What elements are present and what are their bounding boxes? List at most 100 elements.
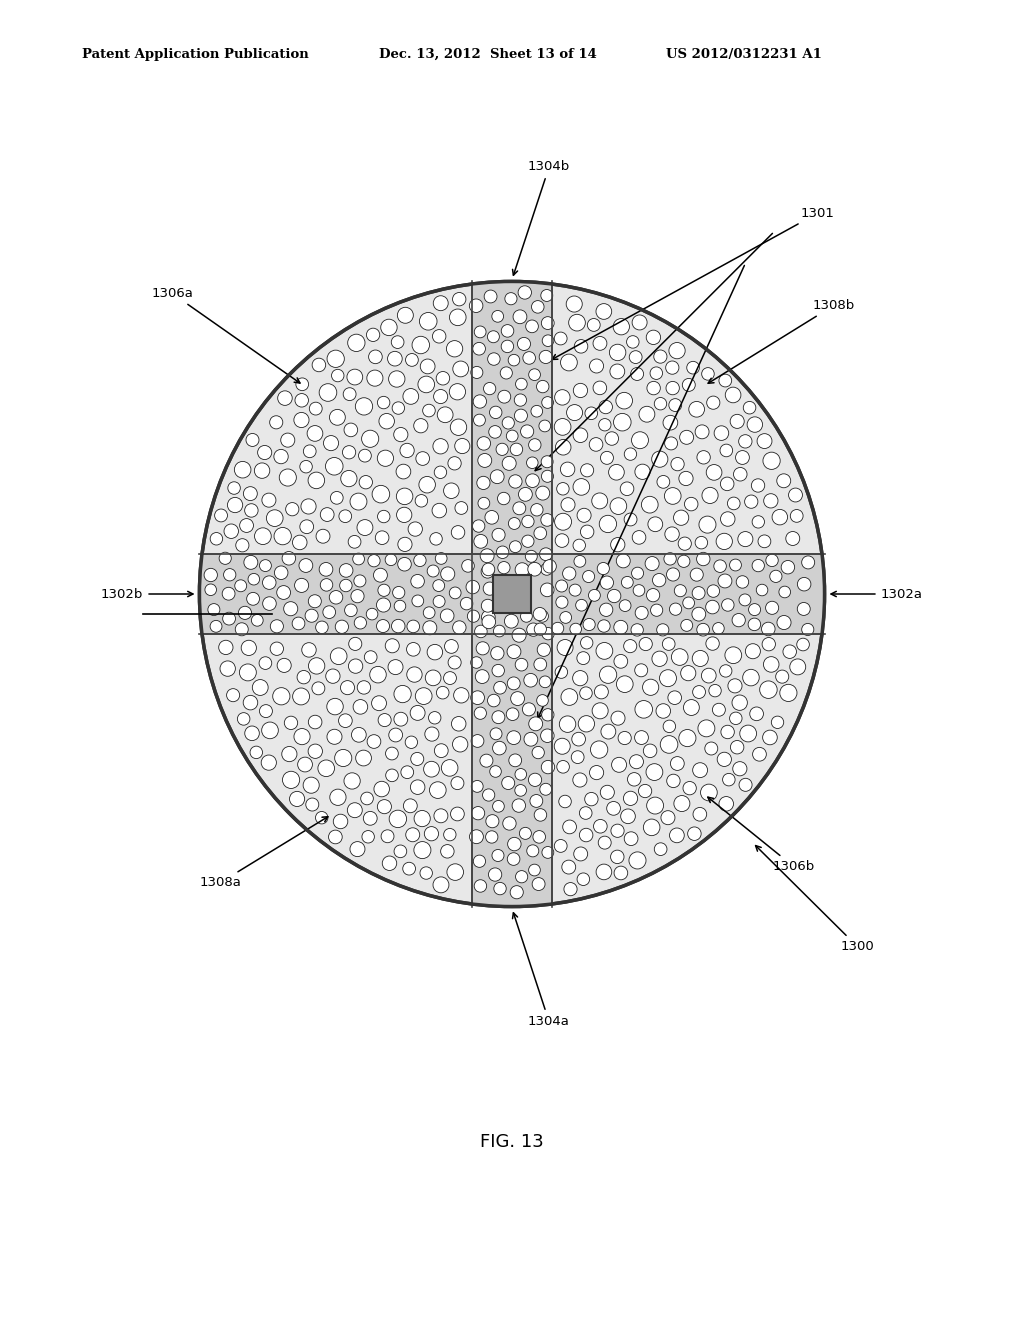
Circle shape xyxy=(610,850,624,863)
Circle shape xyxy=(605,432,618,445)
Circle shape xyxy=(579,715,595,733)
Circle shape xyxy=(531,301,544,313)
Circle shape xyxy=(377,598,390,612)
Circle shape xyxy=(449,656,461,669)
Circle shape xyxy=(589,438,603,451)
Circle shape xyxy=(372,696,386,710)
Circle shape xyxy=(477,477,490,490)
Circle shape xyxy=(706,601,719,614)
Circle shape xyxy=(692,651,709,667)
Circle shape xyxy=(515,768,526,780)
Circle shape xyxy=(592,492,607,510)
Circle shape xyxy=(762,638,775,651)
Circle shape xyxy=(646,797,664,814)
Circle shape xyxy=(552,622,564,635)
Circle shape xyxy=(333,814,348,829)
Circle shape xyxy=(372,486,390,503)
Circle shape xyxy=(389,810,407,828)
Circle shape xyxy=(522,535,534,548)
Circle shape xyxy=(454,688,469,704)
Circle shape xyxy=(367,370,383,387)
Circle shape xyxy=(222,612,236,626)
Circle shape xyxy=(482,615,496,628)
Circle shape xyxy=(509,754,521,767)
Circle shape xyxy=(269,416,283,429)
Circle shape xyxy=(416,451,429,466)
Circle shape xyxy=(483,383,496,395)
Circle shape xyxy=(409,521,422,536)
Circle shape xyxy=(266,510,283,527)
Circle shape xyxy=(574,339,588,352)
Circle shape xyxy=(573,539,586,552)
Circle shape xyxy=(511,692,524,705)
Circle shape xyxy=(599,667,616,684)
Circle shape xyxy=(651,451,668,467)
Circle shape xyxy=(308,595,322,607)
Circle shape xyxy=(240,664,256,681)
Circle shape xyxy=(480,549,495,562)
Circle shape xyxy=(752,560,764,572)
Circle shape xyxy=(752,516,765,528)
Circle shape xyxy=(585,407,598,420)
Circle shape xyxy=(573,847,588,861)
Circle shape xyxy=(802,623,814,635)
Circle shape xyxy=(467,610,479,622)
Circle shape xyxy=(650,367,663,379)
Circle shape xyxy=(780,684,797,701)
Circle shape xyxy=(653,350,667,363)
Circle shape xyxy=(560,611,571,623)
Circle shape xyxy=(473,414,485,426)
Circle shape xyxy=(524,733,538,746)
Circle shape xyxy=(664,721,676,733)
Circle shape xyxy=(386,747,398,760)
Circle shape xyxy=(433,438,449,454)
Circle shape xyxy=(601,725,615,739)
Circle shape xyxy=(616,676,633,693)
Text: 1300: 1300 xyxy=(756,846,874,953)
Circle shape xyxy=(725,387,741,403)
Circle shape xyxy=(432,503,446,517)
Circle shape xyxy=(788,488,803,502)
Circle shape xyxy=(244,487,257,500)
Circle shape xyxy=(639,407,654,422)
Circle shape xyxy=(729,560,741,572)
Circle shape xyxy=(775,671,788,684)
Circle shape xyxy=(757,585,768,595)
Circle shape xyxy=(466,581,479,594)
Circle shape xyxy=(326,669,340,684)
Circle shape xyxy=(632,432,648,449)
Circle shape xyxy=(540,350,552,363)
Circle shape xyxy=(663,416,678,430)
Circle shape xyxy=(389,729,402,742)
Circle shape xyxy=(707,396,720,409)
Circle shape xyxy=(611,758,627,772)
Circle shape xyxy=(453,737,468,752)
Circle shape xyxy=(223,569,236,581)
Circle shape xyxy=(387,351,402,366)
Circle shape xyxy=(670,828,684,842)
Circle shape xyxy=(672,648,688,665)
Circle shape xyxy=(659,669,677,686)
Circle shape xyxy=(674,796,690,812)
Circle shape xyxy=(339,714,352,727)
Circle shape xyxy=(423,620,437,635)
Circle shape xyxy=(324,436,339,450)
Circle shape xyxy=(706,636,719,651)
Circle shape xyxy=(365,651,377,664)
Circle shape xyxy=(392,401,404,414)
Circle shape xyxy=(635,465,650,479)
Circle shape xyxy=(248,573,260,585)
Circle shape xyxy=(361,830,375,843)
Circle shape xyxy=(274,528,292,545)
Circle shape xyxy=(246,433,259,446)
Circle shape xyxy=(299,558,312,573)
Circle shape xyxy=(327,350,344,367)
Circle shape xyxy=(200,281,824,907)
Circle shape xyxy=(632,315,647,330)
Circle shape xyxy=(674,585,686,597)
Circle shape xyxy=(525,474,540,487)
Circle shape xyxy=(631,624,643,636)
Circle shape xyxy=(670,603,682,615)
Circle shape xyxy=(764,656,779,672)
Circle shape xyxy=(509,475,522,488)
